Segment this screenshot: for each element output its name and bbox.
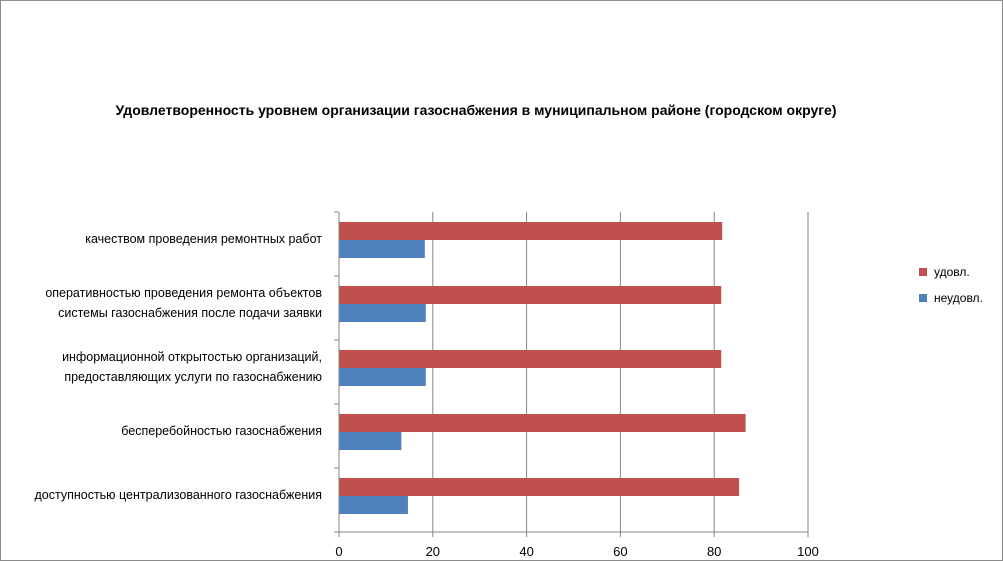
category-label-2: информационной открытостью организаций, п… [0, 347, 322, 387]
chart-title: Удовлетворенность уровнем организации га… [115, 102, 837, 118]
category-label-3: бесперебойностью газоснабжения [0, 421, 322, 441]
category-label-line: бесперебойностью газоснабжения [121, 424, 322, 438]
category-label-4: доступностью централизованного газоснабж… [0, 485, 322, 505]
legend: удовл. неудовл. [919, 259, 983, 311]
category-label-line: предоставляющих услуги по газоснабжению [64, 370, 322, 384]
bar-unsatisfied-2 [339, 368, 426, 386]
legend-item-1: неудовл. [919, 285, 983, 311]
bar-unsatisfied-1 [339, 304, 426, 322]
category-label-1: оперативностью проведения ремонта объект… [0, 283, 322, 323]
legend-label-1: неудовл. [934, 291, 983, 305]
bar-satisfied-4 [339, 478, 740, 496]
bar-satisfied-0 [339, 222, 723, 240]
x-tick-label-40: 40 [519, 544, 533, 559]
category-label-line: доступностью централизованного газоснабж… [34, 488, 322, 502]
legend-swatch-1 [919, 294, 927, 302]
category-label-line: оперативностью проведения ремонта объект… [45, 286, 322, 300]
x-tick-label-0: 0 [335, 544, 342, 559]
bar-unsatisfied-4 [339, 496, 408, 514]
x-tick-label-20: 20 [426, 544, 440, 559]
bar-unsatisfied-0 [339, 240, 425, 258]
category-label-line: информационной открытостью организаций, [62, 350, 322, 364]
category-label-line: качеством проведения ремонтных работ [85, 232, 322, 246]
bar-satisfied-3 [339, 414, 746, 432]
bar-unsatisfied-3 [339, 432, 402, 450]
legend-item-0: удовл. [919, 259, 983, 285]
bar-satisfied-2 [339, 350, 722, 368]
x-tick-label-100: 100 [797, 544, 819, 559]
x-tick-label-80: 80 [707, 544, 721, 559]
category-label-line: системы газоснабжения после подачи заявк… [58, 306, 322, 320]
x-tick-label-60: 60 [613, 544, 627, 559]
bar-satisfied-1 [339, 286, 722, 304]
legend-swatch-0 [919, 268, 927, 276]
category-label-0: качеством проведения ремонтных работ [0, 229, 322, 249]
legend-label-0: удовл. [934, 265, 970, 279]
